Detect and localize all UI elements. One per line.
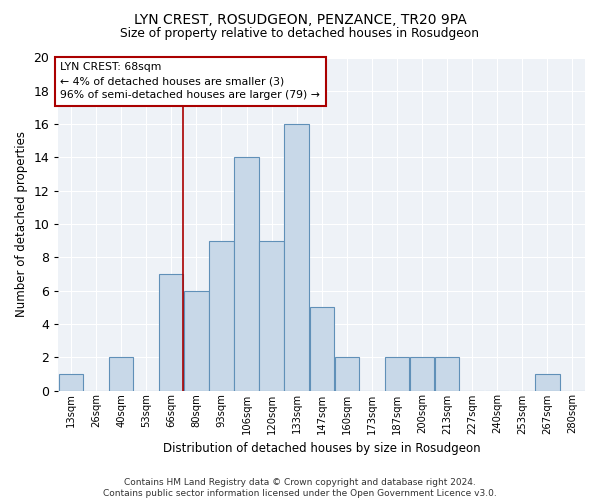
Text: Contains HM Land Registry data © Crown copyright and database right 2024.
Contai: Contains HM Land Registry data © Crown c… bbox=[103, 478, 497, 498]
Bar bbox=[209, 240, 233, 390]
Bar bbox=[310, 308, 334, 390]
Bar bbox=[259, 240, 284, 390]
Text: Size of property relative to detached houses in Rosudgeon: Size of property relative to detached ho… bbox=[121, 28, 479, 40]
X-axis label: Distribution of detached houses by size in Rosudgeon: Distribution of detached houses by size … bbox=[163, 442, 481, 455]
Bar bbox=[284, 124, 309, 390]
Bar bbox=[159, 274, 184, 390]
Bar bbox=[385, 357, 409, 390]
Y-axis label: Number of detached properties: Number of detached properties bbox=[15, 131, 28, 317]
Text: LYN CREST, ROSUDGEON, PENZANCE, TR20 9PA: LYN CREST, ROSUDGEON, PENZANCE, TR20 9PA bbox=[134, 12, 466, 26]
Bar bbox=[410, 357, 434, 390]
Bar bbox=[109, 357, 133, 390]
Bar bbox=[184, 290, 209, 390]
Bar bbox=[435, 357, 459, 390]
Bar bbox=[59, 374, 83, 390]
Text: LYN CREST: 68sqm
← 4% of detached houses are smaller (3)
96% of semi-detached ho: LYN CREST: 68sqm ← 4% of detached houses… bbox=[60, 62, 320, 100]
Bar bbox=[335, 357, 359, 390]
Bar bbox=[535, 374, 560, 390]
Bar bbox=[235, 158, 259, 390]
